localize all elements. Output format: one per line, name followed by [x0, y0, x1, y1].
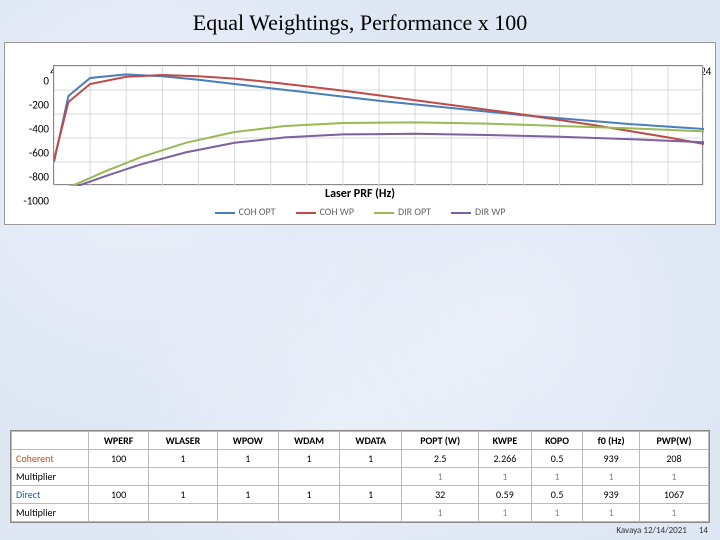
- table-cell: 1: [531, 504, 583, 522]
- table-cell: 1: [531, 468, 583, 486]
- table-cell: [217, 468, 278, 486]
- table-cell: [149, 468, 217, 486]
- legend-label: DIR WP: [475, 205, 505, 218]
- table-cell: 1: [217, 450, 278, 468]
- table-header: WPERF: [88, 432, 148, 450]
- table-cell: [217, 504, 278, 522]
- table-cell: 1: [479, 504, 532, 522]
- table-header: KOPO: [531, 432, 583, 450]
- table-cell: [88, 468, 148, 486]
- table-cell: 1: [639, 504, 708, 522]
- row-label: Coherent: [12, 450, 89, 468]
- legend-item: COH OPT: [215, 205, 276, 218]
- y-tick-labels: 0-200-400-600-800-1000: [13, 81, 51, 201]
- table-cell: 208: [639, 450, 708, 468]
- legend-item: DIR WP: [451, 205, 505, 218]
- table-cell: 1: [279, 450, 340, 468]
- y-tick: -600: [29, 147, 49, 160]
- table-row: Coherent10011112.52.2660.5939208: [12, 450, 709, 468]
- table-cell: [340, 468, 402, 486]
- table-cell: 0.59: [479, 486, 532, 504]
- legend-label: COH OPT: [239, 205, 276, 218]
- table-cell: 1067: [639, 486, 708, 504]
- table-cell: 1: [583, 504, 640, 522]
- table-header: KWPE: [479, 432, 532, 450]
- table-cell: 1: [217, 486, 278, 504]
- table-cell: 1: [639, 468, 708, 486]
- line-chart-plot: [53, 65, 703, 185]
- row-label: Direct: [12, 486, 89, 504]
- legend-swatch: [451, 212, 471, 214]
- table-cell: 0.5: [531, 486, 583, 504]
- row-label: Multiplier: [12, 468, 89, 486]
- data-table: WPERFWLASERWPOWWDAMWDATAPOPT (W)KWPEKOPO…: [11, 431, 709, 522]
- x-axis-title: Laser PRF (Hz): [13, 187, 707, 201]
- table-cell: 1: [340, 486, 402, 504]
- table-cell: 1: [149, 486, 217, 504]
- y-tick: -800: [29, 171, 49, 184]
- footer-text: Kavaya 12/14/2021: [616, 525, 687, 536]
- legend-item: COH WP: [296, 205, 354, 218]
- chart-block: 4448412416420424428432436440444448452456…: [13, 65, 707, 218]
- table-cell: 0.5: [531, 450, 583, 468]
- table-header: PWP(W): [639, 432, 708, 450]
- table-cell: 1: [279, 486, 340, 504]
- legend-swatch: [374, 212, 394, 214]
- table-cell: 1: [402, 468, 479, 486]
- table-row: Multiplier11111: [12, 504, 709, 522]
- table-cell: [88, 504, 148, 522]
- y-tick: -200: [29, 99, 49, 112]
- page-title: Equal Weightings, Performance x 100: [0, 0, 720, 36]
- table-cell: 2.266: [479, 450, 532, 468]
- table-cell: [340, 504, 402, 522]
- table-header: f0 (Hz): [583, 432, 640, 450]
- table-cell: 1: [340, 450, 402, 468]
- table-cell: 32: [402, 486, 479, 504]
- y-tick: -1000: [23, 195, 49, 208]
- table-cell: [279, 468, 340, 486]
- chart-container: 4448412416420424428432436440444448452456…: [4, 42, 716, 225]
- table-cell: 1: [402, 504, 479, 522]
- legend-swatch: [215, 212, 235, 214]
- table-row: Direct1001111320.590.59391067: [12, 486, 709, 504]
- table-header: POPT (W): [402, 432, 479, 450]
- table-header: WLASER: [149, 432, 217, 450]
- table-cell: 939: [583, 486, 640, 504]
- chart-legend: COH OPT COH WP DIR OPT DIR WP: [13, 205, 707, 218]
- table-header: WDAM: [279, 432, 340, 450]
- table-cell: 1: [583, 468, 640, 486]
- page-number: 14: [699, 525, 708, 536]
- table-cell: 1: [149, 450, 217, 468]
- table-cell: [279, 504, 340, 522]
- row-label: Multiplier: [12, 504, 89, 522]
- table-cell: 939: [583, 450, 640, 468]
- legend-swatch: [296, 212, 316, 214]
- legend-label: DIR OPT: [398, 205, 431, 218]
- legend-label: COH WP: [320, 205, 354, 218]
- table-header: WDATA: [340, 432, 402, 450]
- y-tick: -400: [29, 123, 49, 136]
- plot-svg: [54, 66, 704, 186]
- table-cell: [149, 504, 217, 522]
- table-cell: 100: [88, 450, 148, 468]
- slide-footer: Kavaya 12/14/2021 14: [616, 525, 708, 536]
- table-cell: 1: [479, 468, 532, 486]
- table-row: Multiplier11111: [12, 468, 709, 486]
- data-table-container: WPERFWLASERWPOWWDAMWDATAPOPT (W)KWPEKOPO…: [10, 430, 710, 523]
- table-header: WPOW: [217, 432, 278, 450]
- legend-item: DIR OPT: [374, 205, 431, 218]
- y-tick: 0: [43, 75, 49, 88]
- table-cell: 2.5: [402, 450, 479, 468]
- table-cell: 100: [88, 486, 148, 504]
- table-header: [12, 432, 89, 450]
